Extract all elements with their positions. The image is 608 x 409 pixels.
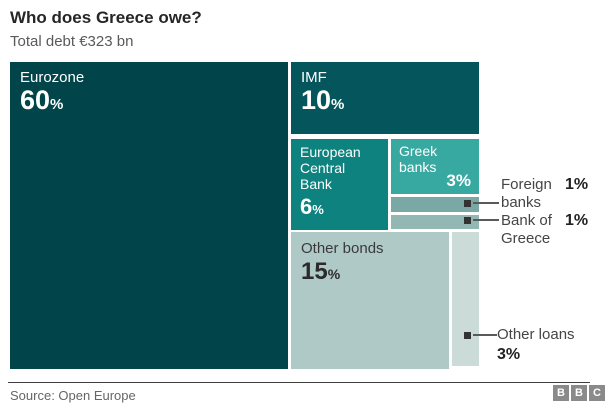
block-value: 6% (300, 194, 324, 219)
callout-bank-of-greece: Bank of Greece 1% (501, 212, 588, 248)
treemap-block-bank-of-greece (391, 215, 479, 229)
footer-divider (8, 382, 590, 383)
callout-value: 3% (497, 346, 521, 363)
callout-value: 1% (565, 212, 589, 229)
treemap-block-foreign-banks (391, 197, 479, 212)
block-value: 15% (301, 258, 341, 285)
callout-line-bank-of-greece (473, 219, 499, 221)
block-label: Eurozone (20, 69, 85, 86)
bbc-logo: B B C (553, 385, 605, 401)
bbc-logo-letter: B (553, 385, 569, 401)
callout-marker-foreign-banks (464, 200, 471, 207)
callout-line-other-loans (473, 334, 497, 336)
block-label: Greek banks (399, 143, 438, 175)
treemap-block-other-bonds: Other bonds 15% (291, 232, 449, 369)
block-label: European Central Bank (300, 144, 361, 192)
callout-marker-bank-of-greece (464, 217, 471, 224)
treemap-block-eurozone: Eurozone 60% (10, 62, 288, 369)
callout-line-foreign-banks (473, 202, 499, 204)
treemap-block-european-central-bank: European Central Bank 6% (291, 139, 388, 230)
block-value: 3% (446, 171, 471, 190)
chart-subtitle: Total debt €323 bn (10, 33, 134, 50)
source-credit: Source: Open Europe (10, 388, 136, 403)
callout-other-loans: Other loans 3% (497, 326, 575, 364)
treemap-block-greek-banks: Greek banks 3% (391, 139, 479, 194)
block-label: IMF (301, 69, 327, 86)
callout-marker-other-loans (464, 332, 471, 339)
block-label: Other bonds (301, 240, 384, 257)
block-value: 10% (301, 85, 345, 115)
bbc-logo-letter: B (571, 385, 587, 401)
treemap-block-other-loans (452, 232, 479, 366)
treemap-block-imf: IMF 10% (291, 62, 479, 134)
callout-label: Foreign banks (501, 176, 552, 211)
callout-value: 1% (565, 176, 589, 193)
chart-title: Who does Greece owe? (10, 8, 202, 27)
block-value: 60% (20, 85, 64, 115)
callout-label: Bank of Greece (501, 212, 552, 247)
bbc-logo-letter: C (589, 385, 605, 401)
callout-foreign-banks: Foreign banks 1% (501, 176, 588, 212)
callout-label: Other loans (497, 326, 575, 343)
